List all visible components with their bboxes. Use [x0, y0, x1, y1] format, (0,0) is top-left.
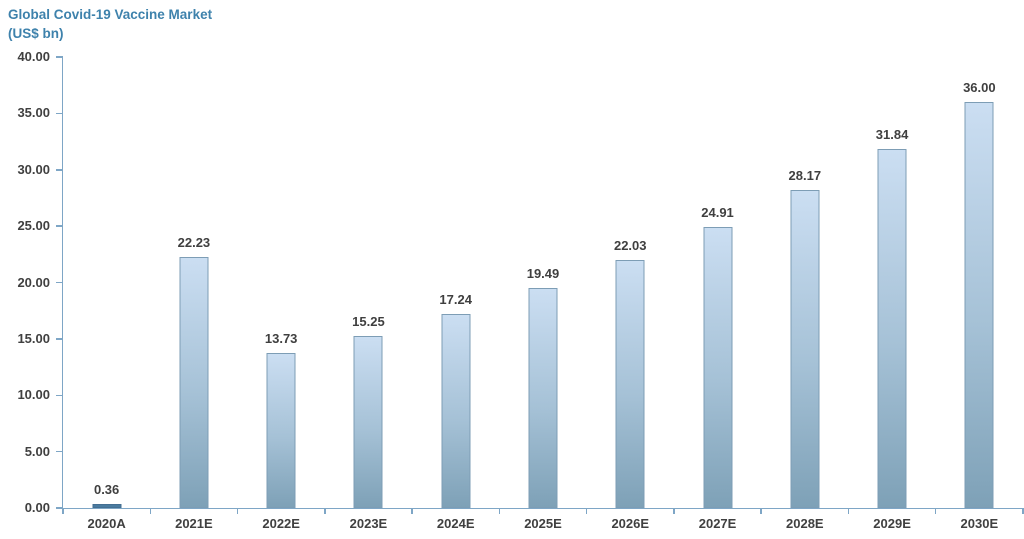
bar-2027E	[703, 227, 733, 508]
x-axis-label-2030E: 2030E	[960, 516, 999, 531]
bar-value-label-2021E: 22.23	[177, 235, 211, 251]
bar-2024E	[441, 313, 471, 508]
x-axis-label-2023E: 2023E	[349, 516, 388, 531]
category-slot-2027E: 24.91 2027E	[674, 57, 761, 531]
bar-value-label-2029E: 31.84	[875, 127, 909, 143]
bar-value-label-2022E: 13.73	[264, 331, 298, 347]
category-slot-2030E: 36.00 2030E	[936, 57, 1023, 531]
y-axis-tick-label: 35.00	[17, 105, 50, 121]
x-axis-tick-mark	[585, 508, 588, 514]
category-slot-2021E: 22.23 2021E	[150, 57, 237, 531]
bar-2025E	[528, 288, 558, 508]
y-tick-mark	[56, 56, 63, 58]
chart-title: Global Covid-19 Vaccine Market (US$ bn)	[8, 5, 212, 43]
y-tick-mark	[56, 169, 63, 171]
bar-value-label-2020A: 0.36	[93, 481, 120, 497]
y-axis-tick-label: 10.00	[17, 387, 50, 403]
x-axis-label-2027E: 2027E	[698, 516, 737, 531]
category-slot-2028E: 28.17 2028E	[761, 57, 848, 531]
x-axis-tick-mark	[324, 508, 326, 514]
bar-value-label-2024E: 17.24	[439, 291, 472, 307]
x-axis-label-2028E: 2028E	[786, 516, 824, 531]
y-axis-tick-label: 20.00	[17, 274, 50, 290]
y-tick-mark	[56, 281, 63, 284]
bar-2022E	[266, 353, 296, 508]
x-axis-tick-mark	[847, 508, 850, 514]
bar-2028E	[790, 190, 820, 508]
y-axis-tick-label: 15.00	[17, 330, 50, 346]
x-axis-tick-mark	[62, 508, 64, 514]
y-axis-tick-label: 25.00	[17, 218, 50, 234]
bar-2020A	[92, 503, 122, 508]
y-tick-mark	[56, 338, 63, 340]
x-axis-tick-mark	[1022, 508, 1024, 514]
category-slot-2023E: 15.25 2023E	[325, 57, 412, 531]
plot-area: 40.00 35.00 30.00 25.00 20.00 15.00 10.00 5.00 0…	[17, 49, 1024, 531]
category-slot-2029E: 31.84 2029E	[848, 57, 935, 531]
bar-value-label-2028E: 28.17	[788, 168, 822, 184]
x-axis-label-2029E: 2029E	[873, 516, 911, 531]
category-slot-2025E: 19.49 2025E	[499, 57, 586, 531]
x-axis-label-2020A: 2020A	[87, 516, 126, 531]
x-axis-tick-mark	[149, 508, 152, 514]
y-axis-tick-label: 30.00	[17, 161, 50, 177]
category-slot-2020A: 0.36 2020A	[63, 57, 150, 531]
bar-value-label-2025E: 19.49	[526, 266, 560, 282]
x-axis-label-2026E: 2026E	[611, 516, 650, 531]
y-tick-mark	[56, 112, 63, 115]
bar-2030E	[964, 102, 994, 508]
bar-value-label-2030E: 36.00	[963, 80, 996, 96]
chart-title-line1: Global Covid-19 Vaccine Market	[8, 7, 213, 22]
bar-2026E	[615, 259, 645, 508]
bar-2023E	[353, 336, 383, 508]
bar-2021E	[179, 257, 209, 508]
chart-title-line2: (US$ bn)	[8, 26, 64, 41]
x-axis-label-2025E: 2025E	[524, 516, 562, 531]
x-axis-label-2024E: 2024E	[436, 516, 475, 531]
y-tick-mark	[56, 507, 63, 509]
y-axis-tick-label: 0.00	[24, 500, 50, 515]
x-axis-tick-mark	[934, 508, 937, 514]
category-slot-2026E: 22.03 2026E	[587, 57, 674, 531]
category-slot-2022E: 13.73 2022E	[238, 57, 325, 531]
y-tick-mark	[56, 394, 63, 396]
x-axis-label-2022E: 2022E	[262, 516, 300, 531]
y-tick-mark	[56, 225, 63, 227]
bar-value-label-2023E: 15.25	[352, 314, 385, 330]
x-axis-tick-mark	[411, 508, 413, 514]
x-axis-tick-mark	[673, 508, 675, 514]
y-axis-tick-label: 40.00	[17, 49, 50, 64]
x-axis-tick-mark	[498, 508, 501, 514]
bar-value-label-2026E: 22.03	[613, 237, 647, 253]
y-axis-tick-label: 5.00	[24, 443, 50, 459]
category-slot-2024E: 17.24 2024E	[412, 57, 499, 531]
y-tick-mark	[56, 450, 63, 453]
x-axis-label-2021E: 2021E	[175, 516, 213, 531]
x-axis-tick-mark	[760, 508, 762, 514]
x-axis-tick-mark	[236, 508, 239, 514]
bar-value-label-2027E: 24.91	[701, 205, 734, 221]
bar-2029E	[877, 149, 907, 508]
